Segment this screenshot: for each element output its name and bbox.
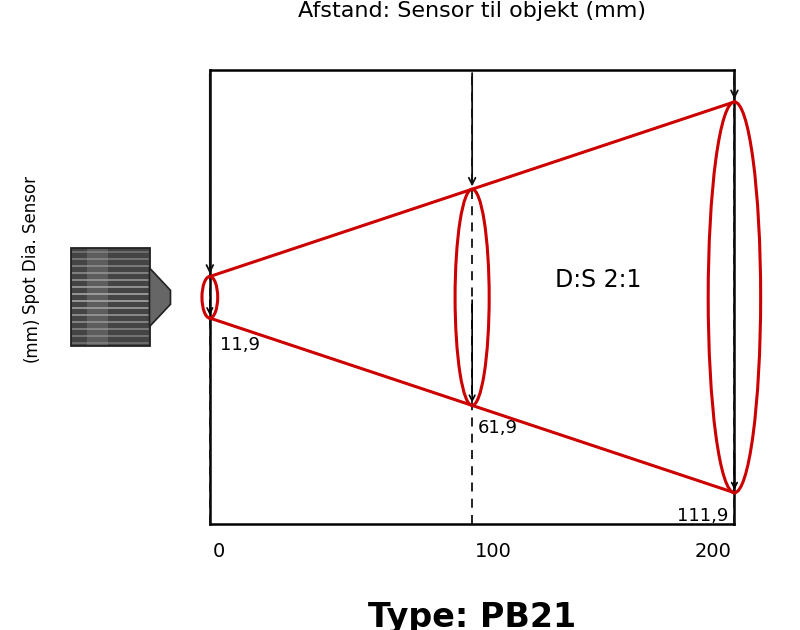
Text: Afstand: Sensor til objekt (mm): Afstand: Sensor til objekt (mm): [298, 1, 646, 21]
Text: (mm): (mm): [22, 316, 41, 362]
Text: 11,9: 11,9: [220, 336, 260, 353]
Text: 61,9: 61,9: [478, 420, 518, 437]
Bar: [71, 248, 150, 346]
Bar: [71, 248, 150, 346]
Text: Type: PB21: Type: PB21: [368, 601, 576, 630]
Polygon shape: [150, 268, 170, 326]
Text: D:S 2:1: D:S 2:1: [555, 268, 642, 292]
Text: 111,9: 111,9: [677, 507, 728, 525]
Text: 200: 200: [695, 542, 732, 561]
Bar: [86, 248, 107, 346]
Text: 100: 100: [474, 542, 512, 561]
Text: 0: 0: [213, 542, 225, 561]
Text: Spot Dia. Sensor: Spot Dia. Sensor: [22, 176, 41, 314]
